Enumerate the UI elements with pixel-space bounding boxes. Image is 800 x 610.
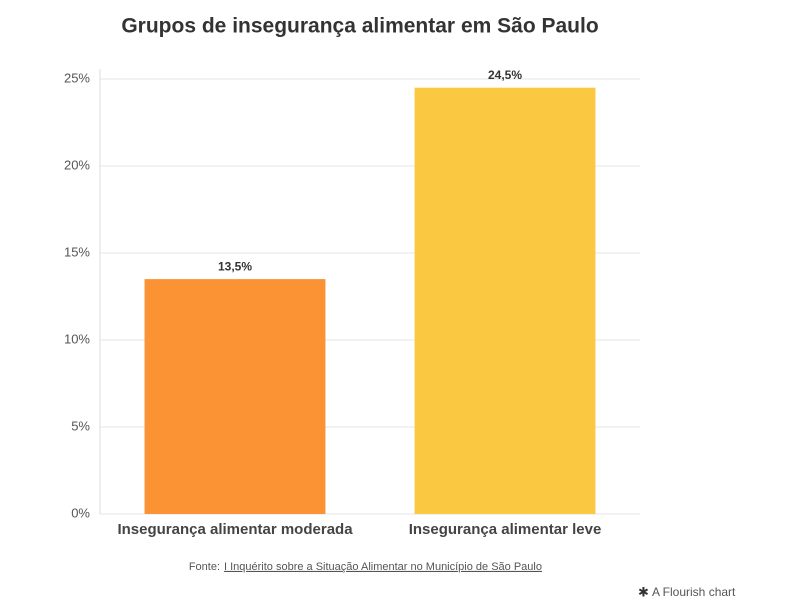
- source-prefix: Fonte:: [189, 561, 220, 573]
- x-tick-label: Insegurança alimentar leve: [409, 521, 602, 538]
- y-tick-label: 20%: [64, 157, 90, 172]
- y-tick-label: 25%: [64, 70, 90, 85]
- y-tick-label: 0%: [71, 505, 90, 520]
- y-tick-label: 5%: [71, 418, 90, 433]
- y-tick-label: 10%: [64, 331, 90, 346]
- data-label: 24,5%: [488, 68, 522, 82]
- source-link[interactable]: I Inquérito sobre a Situação Alimentar n…: [224, 561, 542, 573]
- y-tick-label: 15%: [64, 244, 90, 259]
- credit-icon: ✱: [638, 584, 649, 599]
- x-tick-label: Insegurança alimentar moderada: [117, 521, 353, 538]
- bar: [144, 279, 326, 514]
- data-label: 13,5%: [218, 259, 252, 273]
- bar: [414, 87, 596, 514]
- chart-title: Grupos de insegurança alimentar em São P…: [121, 15, 598, 38]
- credit[interactable]: A Flourish chart: [652, 585, 736, 599]
